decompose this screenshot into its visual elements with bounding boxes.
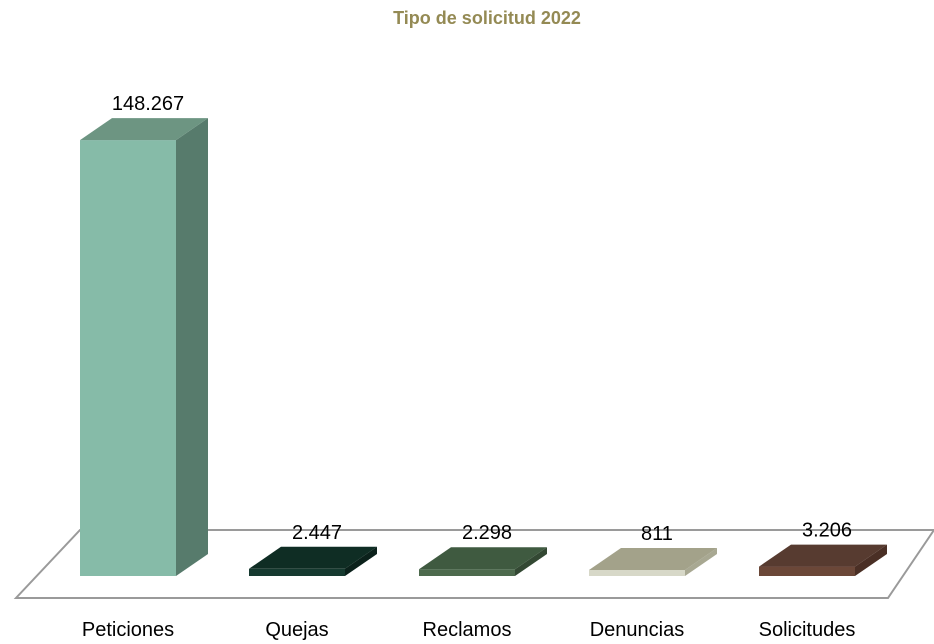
bar-side bbox=[685, 548, 717, 576]
bar-quejas bbox=[249, 546, 377, 576]
bar-denuncias bbox=[589, 548, 717, 576]
bars-group bbox=[80, 118, 887, 576]
bar-side bbox=[345, 546, 377, 576]
bar-top bbox=[249, 546, 377, 569]
data-labels-group: 148.267 2.447 2.298 811 3.206 bbox=[112, 93, 852, 545]
category-label-solicitudes: Solicitudes bbox=[759, 619, 856, 641]
data-label-quejas: 2.447 bbox=[292, 522, 342, 544]
bar-solicitudes bbox=[759, 544, 887, 576]
bar-top bbox=[80, 118, 208, 141]
chart-title: Tipo de solicitud 2022 bbox=[393, 8, 581, 28]
data-label-denuncias: 811 bbox=[641, 523, 673, 545]
bar-reclamos bbox=[419, 547, 547, 576]
data-label-reclamos: 2.298 bbox=[462, 522, 512, 544]
bar-front bbox=[249, 568, 345, 576]
chart-floor bbox=[13, 529, 934, 599]
category-label-denuncias: Denuncias bbox=[590, 619, 685, 641]
bar-side bbox=[855, 544, 887, 576]
bar-side bbox=[515, 547, 547, 576]
bar-top bbox=[759, 544, 887, 567]
bar-peticiones bbox=[80, 118, 208, 576]
category-labels-group: Peticiones Quejas Reclamos Denuncias Solicit… bbox=[82, 619, 856, 641]
floor-plane bbox=[13, 529, 934, 599]
data-label-solicitudes: 3.206 bbox=[802, 520, 852, 542]
bar-top bbox=[419, 547, 547, 570]
bar-front bbox=[589, 570, 685, 576]
category-label-reclamos: Reclamos bbox=[423, 619, 512, 641]
bar-front bbox=[419, 569, 515, 576]
bar-front bbox=[759, 566, 855, 576]
bar-front bbox=[80, 140, 176, 576]
category-label-quejas: Quejas bbox=[265, 619, 328, 641]
category-label-peticiones: Peticiones bbox=[82, 619, 174, 641]
data-label-peticiones: 148.267 bbox=[112, 93, 184, 115]
bar-side bbox=[176, 118, 208, 576]
bar-top bbox=[589, 548, 717, 570]
